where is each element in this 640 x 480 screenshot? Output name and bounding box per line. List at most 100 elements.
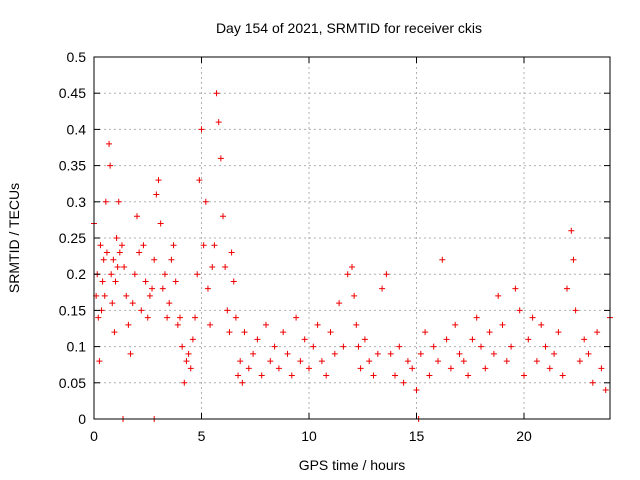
- data-point: [589, 379, 596, 386]
- data-point: [107, 162, 114, 169]
- axis-ticks: [93, 56, 610, 420]
- data-point: [230, 278, 237, 285]
- data-point: [110, 256, 117, 263]
- data-point: [113, 235, 120, 241]
- data-point: [288, 372, 295, 379]
- data-point: [456, 350, 463, 357]
- data-point: [138, 307, 145, 314]
- data-point: [426, 372, 433, 379]
- data-point: [478, 343, 484, 350]
- data-point: [232, 314, 239, 321]
- data-point: [237, 358, 244, 365]
- y-tick-label: 0: [78, 411, 86, 427]
- data-point: [422, 329, 429, 336]
- y-tick-label: 0.3: [67, 194, 87, 210]
- data-point: [594, 329, 601, 336]
- data-point: [598, 365, 605, 372]
- data-point: [125, 321, 132, 328]
- data-point: [134, 213, 140, 220]
- x-tick-label: 10: [301, 428, 317, 444]
- data-point: [254, 336, 261, 343]
- data-point: [136, 249, 143, 256]
- data-point: [194, 271, 201, 278]
- data-point: [101, 292, 108, 299]
- data-point: [144, 314, 151, 321]
- grid-lines: [94, 57, 610, 419]
- data-point: [213, 90, 220, 97]
- data-point: [228, 249, 235, 256]
- data-point: [149, 285, 156, 292]
- data-point: [508, 343, 515, 350]
- y-tick-label: 0.1: [67, 339, 87, 355]
- y-tick-label: 0.45: [59, 85, 86, 101]
- data-point: [529, 314, 536, 321]
- y-tick-label: 0.5: [67, 49, 87, 65]
- data-point: [551, 350, 558, 357]
- data-point: [202, 198, 209, 205]
- data-point: [546, 365, 553, 372]
- x-tick-label: 15: [409, 428, 425, 444]
- data-point: [486, 329, 493, 336]
- data-point: [314, 321, 321, 328]
- data-point: [310, 343, 317, 350]
- data-point: [447, 365, 454, 372]
- data-point: [157, 220, 164, 227]
- data-point: [115, 198, 122, 205]
- data-point: [568, 227, 575, 234]
- data-point: [131, 271, 138, 278]
- data-point: [379, 285, 386, 292]
- data-point: [102, 198, 109, 205]
- data-point: [340, 343, 347, 350]
- data-point: [258, 372, 265, 379]
- data-point: [179, 343, 186, 350]
- data-point: [121, 263, 128, 270]
- data-point: [349, 263, 355, 270]
- data-point: [572, 307, 579, 314]
- data-point: [351, 292, 358, 299]
- data-point: [318, 358, 325, 365]
- data-point: [297, 358, 304, 365]
- data-point: [245, 365, 252, 372]
- data-point: [192, 314, 199, 321]
- data-point: [521, 372, 527, 379]
- data-point: [344, 271, 351, 278]
- data-point: [146, 292, 153, 299]
- data-point: [185, 350, 192, 357]
- data-point: [555, 329, 562, 336]
- x-tick-label: 20: [516, 428, 532, 444]
- data-point: [250, 350, 257, 357]
- data-point: [473, 314, 480, 321]
- data-point: [361, 336, 368, 343]
- data-point: [439, 256, 446, 263]
- data-point: [181, 379, 188, 386]
- data-point: [538, 321, 545, 328]
- data-point: [585, 350, 592, 357]
- data-point: [168, 256, 175, 263]
- data-point: [409, 365, 416, 372]
- data-point: [151, 256, 158, 263]
- data-point: [417, 350, 424, 357]
- data-point: [100, 256, 107, 263]
- data-point: [533, 358, 540, 365]
- data-point: [159, 285, 166, 292]
- data-point: [404, 358, 411, 365]
- data-point: [355, 343, 362, 350]
- x-tick-label: 5: [198, 428, 206, 444]
- data-point: [460, 358, 467, 365]
- data-point: [602, 387, 609, 394]
- data-point: [123, 292, 130, 299]
- data-point: [516, 307, 523, 314]
- data-point: [306, 365, 312, 372]
- data-point: [353, 321, 360, 328]
- data-point: [97, 242, 104, 249]
- data-point: [576, 358, 583, 365]
- data-point: [220, 213, 226, 220]
- y-tick-label: 0.35: [59, 158, 86, 174]
- data-point: [174, 321, 181, 328]
- data-point: [153, 191, 160, 198]
- data-point: [465, 372, 472, 379]
- data-point: [129, 300, 136, 307]
- data-point: [503, 358, 510, 365]
- data-point: [142, 278, 149, 285]
